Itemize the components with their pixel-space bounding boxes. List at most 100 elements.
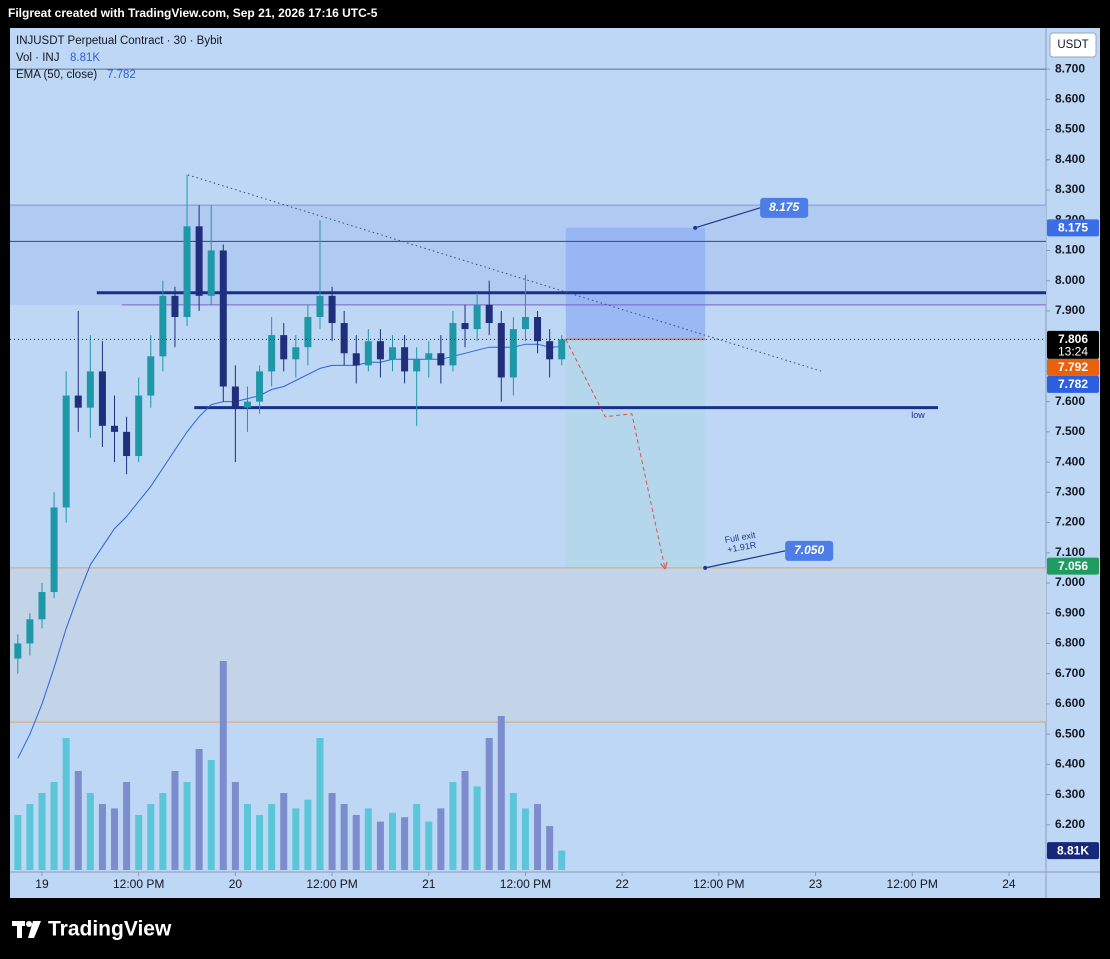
projection-arrow [565, 339, 665, 568]
candle-body [86, 371, 94, 408]
x-tick-label: 12:00 PM [887, 877, 938, 891]
volume-bar [461, 771, 469, 870]
candle-body [207, 250, 215, 296]
candle-body [14, 643, 22, 659]
volume-bar [147, 804, 155, 870]
price-badge [1047, 557, 1099, 575]
volume-bar [26, 804, 34, 870]
candle-body [62, 395, 70, 508]
axes: 8.7008.6008.5008.4008.3008.2008.1008.000… [35, 61, 1085, 891]
y-tick-label: 6.300 [1055, 787, 1085, 801]
y-tick-label: 6.700 [1055, 666, 1085, 680]
candle-body [413, 359, 421, 372]
price-badge-label: 8.175 [1058, 220, 1088, 234]
candle-body [340, 323, 348, 354]
y-tick-label: 6.600 [1055, 696, 1085, 710]
volume-bar [86, 793, 94, 870]
x-tick-label: 24 [1002, 877, 1016, 891]
volume-bar [292, 808, 300, 870]
candle-body [111, 425, 119, 432]
volume-bar [14, 815, 22, 870]
candle-body [497, 323, 505, 378]
candle-body [509, 329, 517, 378]
brand-text: TradingView [48, 918, 172, 941]
candle-body [183, 226, 191, 317]
ema-legend: EMA (50, close) [16, 69, 97, 81]
x-tick-label: 12:00 PM [693, 877, 744, 891]
candle-body [437, 353, 445, 366]
volume-bar [509, 793, 517, 870]
volume-badge-label: 8.81K [1057, 843, 1089, 857]
y-tick-label: 6.900 [1055, 605, 1085, 619]
callout-box [760, 197, 809, 218]
candle-body [546, 341, 554, 360]
candle-body [268, 335, 276, 372]
volume-bar [389, 812, 397, 870]
brand-logo [12, 921, 41, 938]
candle-body [123, 431, 131, 457]
volume-bar [534, 804, 542, 870]
volume-legend-value: 8.81K [70, 52, 100, 64]
y-tick-label: 8.500 [1055, 122, 1085, 136]
volume-bar [473, 786, 481, 870]
y-tick-label: 8.700 [1055, 61, 1085, 75]
callout-text: 7.050 [794, 543, 824, 557]
position-reward [565, 339, 706, 568]
volume-bar [195, 749, 203, 870]
volume-bar [38, 793, 46, 870]
volume-bar [413, 804, 421, 870]
x-tick-label: 12:00 PM [306, 877, 357, 891]
header-text: Filgreat created with TradingView.com, S… [8, 6, 378, 20]
volume-bar [376, 821, 384, 870]
volume-bar [231, 782, 239, 870]
volume-bar [183, 782, 191, 870]
candle-body [521, 316, 529, 330]
callout-anchor [693, 225, 698, 230]
candle-body [304, 316, 312, 348]
candle-body [256, 371, 264, 402]
candle-body [558, 339, 566, 360]
candle-body [38, 592, 46, 620]
y-tick-label: 6.200 [1055, 817, 1085, 831]
y-tick-label: 7.200 [1055, 515, 1085, 529]
callout-text: 8.175 [769, 200, 799, 214]
volume-bar [352, 815, 360, 870]
price-badge [1047, 330, 1099, 359]
candle-body [485, 304, 493, 324]
volume-bar [171, 771, 179, 870]
currency-box[interactable] [1049, 32, 1097, 58]
volume-bar [111, 808, 119, 870]
volume-bar [485, 738, 493, 870]
chart-panel [10, 28, 1100, 898]
candle-body [147, 356, 155, 396]
y-tick-label: 7.300 [1055, 484, 1085, 498]
volume-bar [256, 815, 264, 870]
symbol-title: INJUSDT Perpetual Contract · 30 · Bybit [16, 35, 223, 47]
volume-bar [159, 793, 167, 870]
volume-bar [449, 782, 457, 870]
candle-body [364, 341, 372, 366]
x-tick-label: 22 [615, 877, 629, 891]
price-badge-label: 7.056 [1058, 559, 1088, 573]
volume-bar [546, 826, 554, 870]
y-tick-label: 8.600 [1055, 92, 1085, 106]
ema-legend-value: 7.782 [107, 69, 136, 81]
plot: low [10, 68, 1046, 870]
y-tick-label: 6.800 [1055, 636, 1085, 650]
candle-body [159, 295, 167, 357]
candle-body [425, 353, 433, 360]
callout-line [705, 550, 786, 569]
candle-body [473, 304, 481, 330]
y-tick-label: 8.300 [1055, 182, 1085, 196]
zone [10, 205, 1046, 305]
y-tick-label: 8.000 [1055, 273, 1085, 287]
volume-bar [98, 804, 106, 870]
candle-body [231, 386, 239, 408]
x-tick-label: 12:00 PM [500, 877, 551, 891]
x-tick-label: 12:00 PM [113, 877, 164, 891]
y-tick-label: 7.100 [1055, 545, 1085, 559]
candle-body [26, 619, 34, 644]
volume-bar [135, 815, 143, 870]
volume-bar [328, 793, 336, 870]
candle-body [50, 507, 58, 593]
